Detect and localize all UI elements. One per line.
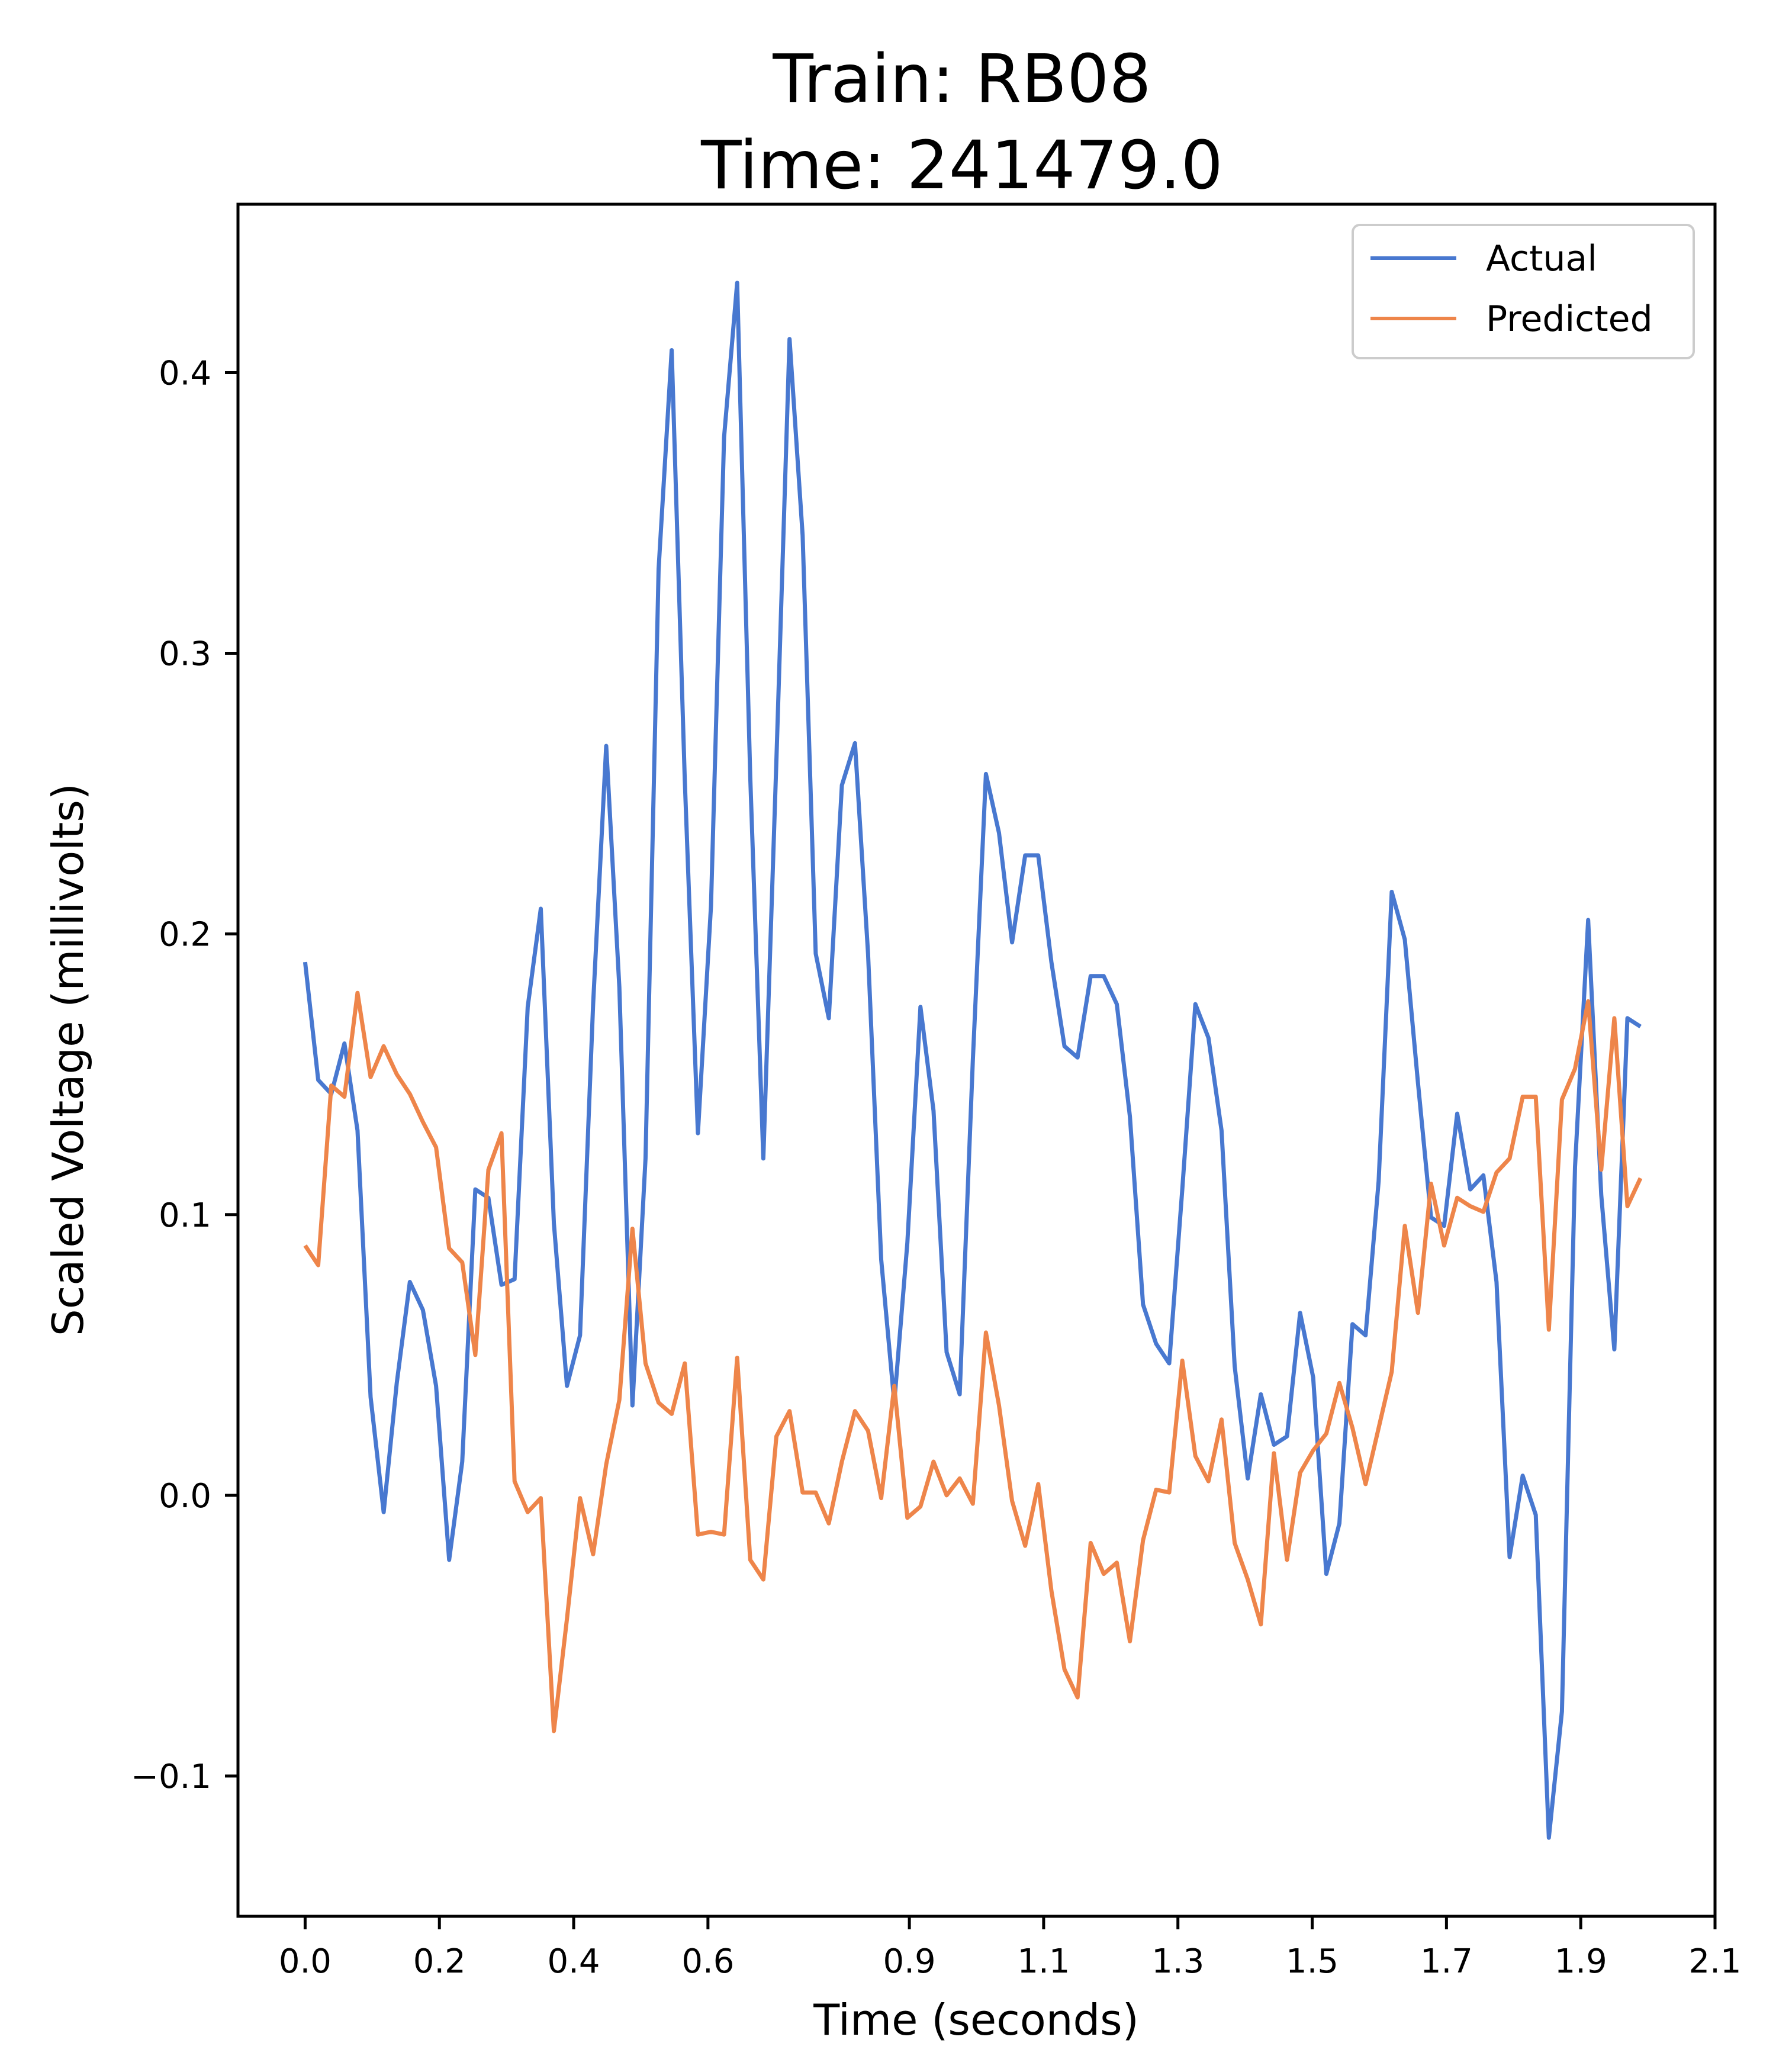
x-tick-label: 0.2 [413, 1942, 466, 1981]
x-axis-label: Time (seconds) [813, 1995, 1139, 2045]
series-layer [303, 281, 1643, 1840]
series-line-predicted [303, 990, 1643, 1733]
x-tick-label: 0.0 [279, 1942, 332, 1981]
plot-frame [236, 202, 1717, 1918]
y-tick-label: 0.1 [159, 1196, 211, 1235]
y-axis-label: Scaled Voltage (millivolts) [43, 783, 93, 1336]
y-tick-label: 0.4 [159, 354, 211, 392]
x-tick-label: 1.1 [1017, 1942, 1070, 1981]
y-tick-label: 0.2 [159, 916, 211, 954]
y-tick-label: 0.3 [159, 635, 211, 674]
legend: Actual Predicted [1352, 224, 1695, 359]
x-tick-label: 1.5 [1286, 1942, 1339, 1981]
x-tick-label: 2.1 [1688, 1942, 1741, 1981]
x-tick-label: 0.9 [883, 1942, 936, 1981]
legend-label-predicted: Predicted [1486, 298, 1653, 340]
y-tick-label: −0.1 [131, 1758, 211, 1796]
chart-title-line1: Train: RB08 [772, 41, 1151, 118]
x-tick-label: 1.9 [1555, 1942, 1607, 1981]
x-axis: 0.0 0.2 0.4 0.6 0.9 1.1 1.3 1.5 1.7 1.9 2.1 [279, 1916, 1742, 1981]
x-tick-label: 0.6 [681, 1942, 734, 1981]
x-tick-label: 1.3 [1151, 1942, 1204, 1981]
x-tick-label: 1.7 [1420, 1942, 1473, 1981]
y-axis: −0.1 0.0 0.1 0.2 0.3 0.4 [131, 354, 238, 1796]
y-tick-label: 0.0 [159, 1477, 211, 1516]
series-line-actual [303, 281, 1642, 1840]
legend-label-actual: Actual [1486, 238, 1597, 279]
chart-title-line2: Time: 241479.0 [700, 127, 1223, 204]
x-tick-label: 0.4 [548, 1942, 600, 1981]
